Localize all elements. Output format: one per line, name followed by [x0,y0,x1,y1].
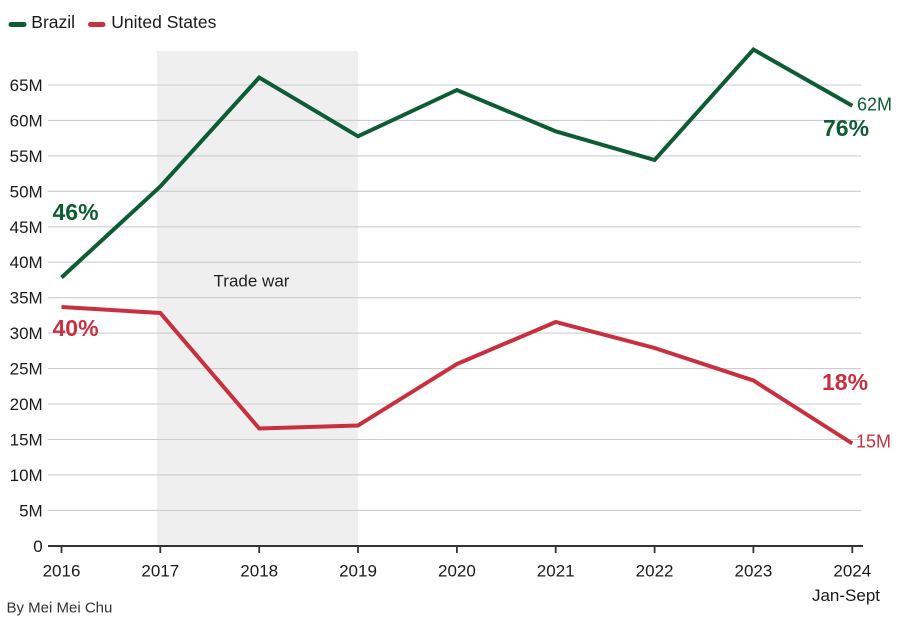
svg-text:2017: 2017 [141,562,179,581]
svg-text:2018: 2018 [240,562,278,581]
svg-text:Jan-Sept: Jan-Sept [812,586,880,605]
svg-text:2021: 2021 [537,562,575,581]
svg-text:30M: 30M [10,324,43,343]
svg-text:10M: 10M [10,466,43,485]
svg-text:Trade war: Trade war [214,272,290,291]
svg-text:35M: 35M [10,289,43,308]
svg-text:18%: 18% [822,369,868,395]
svg-text:20M: 20M [10,395,43,414]
svg-text:Brazil: Brazil [31,12,75,32]
svg-text:46%: 46% [53,199,99,225]
svg-text:By Mei Mei Chu: By Mei Mei Chu [7,600,113,617]
svg-text:2023: 2023 [734,562,772,581]
svg-text:2022: 2022 [636,562,674,581]
svg-text:0: 0 [33,537,42,556]
svg-text:15M: 15M [10,431,43,450]
svg-text:50M: 50M [10,182,43,201]
svg-text:2024: 2024 [833,562,871,581]
svg-text:76%: 76% [823,115,869,141]
svg-text:45M: 45M [10,218,43,237]
svg-text:40%: 40% [53,315,99,341]
svg-text:2019: 2019 [339,562,377,581]
svg-text:15M: 15M [856,432,891,452]
svg-text:2020: 2020 [438,562,476,581]
svg-text:60M: 60M [10,111,43,130]
svg-text:40M: 40M [10,253,43,272]
svg-text:62M: 62M [857,95,892,115]
svg-text:55M: 55M [10,147,43,166]
svg-text:65M: 65M [10,76,43,95]
svg-text:United States: United States [111,12,216,32]
svg-text:5M: 5M [19,501,43,520]
svg-text:25M: 25M [10,360,43,379]
svg-text:2016: 2016 [43,562,81,581]
